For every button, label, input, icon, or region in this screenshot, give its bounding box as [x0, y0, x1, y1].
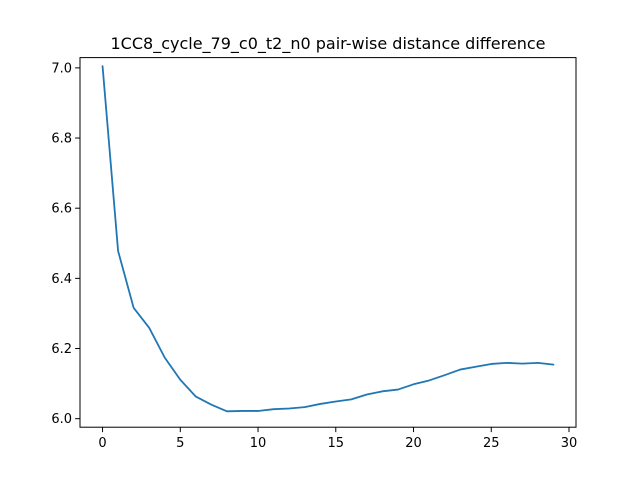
y-axis: 6.0 6.2 6.4 6.6 6.8 7.0 — [51, 61, 80, 427]
x-axis: 0 5 10 15 20 25 30 — [98, 427, 577, 451]
y-tick-label: 6.8 — [51, 132, 72, 147]
x-tick-label: 30 — [561, 436, 578, 451]
x-tick-label: 20 — [405, 436, 422, 451]
x-tick-label: 10 — [250, 436, 267, 451]
y-tick-label: 6.6 — [51, 202, 72, 217]
y-tick-label: 6.0 — [51, 412, 72, 427]
x-tick-label: 0 — [98, 436, 106, 451]
x-tick-label: 5 — [176, 436, 184, 451]
x-tick-label: 25 — [483, 436, 500, 451]
y-tick-label: 7.0 — [51, 61, 72, 76]
series-layer — [101, 65, 555, 413]
y-tick-label: 6.2 — [51, 342, 72, 357]
x-tick-label: 15 — [328, 436, 345, 451]
chart-title: 1CC8_cycle_79_c0_t2_n0 pair-wise distanc… — [111, 34, 546, 54]
y-tick-label: 6.4 — [51, 272, 72, 287]
series-line-0 — [101, 65, 555, 413]
plot-area: 0 5 10 15 20 25 30 6.0 6.2 6.4 6.6 6.8 7.0 — [51, 57, 577, 451]
axes-frame — [79, 57, 577, 428]
